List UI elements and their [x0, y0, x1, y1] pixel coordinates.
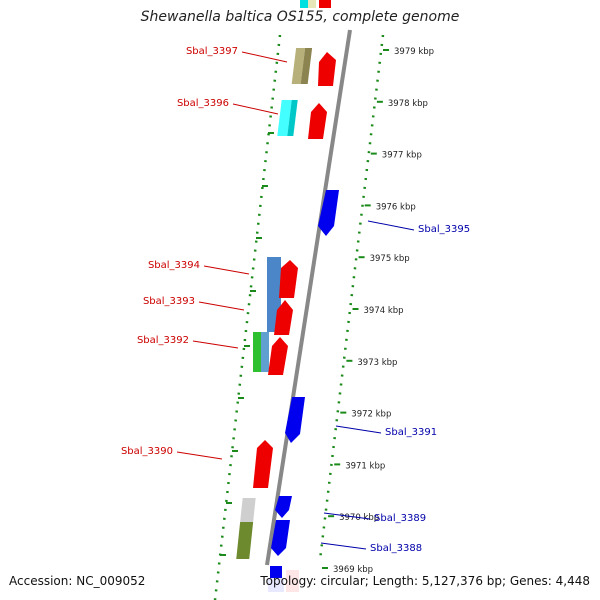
- gene-label-leader: [241, 51, 288, 63]
- gene-arrow-reverse: [318, 190, 339, 236]
- gene-label: Sbal_3396: [177, 98, 229, 109]
- accession-label: Accession: NC_009052: [9, 574, 146, 588]
- gene-arrow-reverse: [271, 520, 290, 556]
- gene-arrow-forward: [268, 337, 288, 375]
- gene-feature: [287, 100, 298, 136]
- gene-label: Sbal_3393: [143, 296, 195, 307]
- ruler-tick-label: 3976 kbp: [376, 202, 416, 212]
- genome-backbone: [265, 29, 352, 566]
- gene-arrow-reverse: [285, 397, 305, 443]
- gene-arrow-forward: [318, 52, 336, 86]
- gene-label-leader: [203, 265, 250, 275]
- gene-feature: [261, 332, 269, 372]
- gene-arrow-forward: [308, 103, 327, 139]
- genome-title: Shewanella baltica OS155, complete genom…: [140, 9, 460, 25]
- gene-label-leader: [367, 220, 415, 231]
- gene-feature: [268, 578, 284, 592]
- gene-label: Sbal_3397: [186, 46, 238, 57]
- ruler-tick-label: 3972 kbp: [351, 410, 391, 420]
- gene-feature: [300, 48, 313, 84]
- gene-label-leader: [176, 451, 223, 460]
- gene-feature: [319, 0, 331, 8]
- gene-feature: [270, 566, 282, 578]
- gene-arrow-forward: [279, 260, 298, 298]
- ruler-tick-label: 3979 kbp: [394, 47, 434, 57]
- ruler-tick-label: 3969 kbp: [333, 565, 373, 575]
- ruler-tick-label: 3977 kbp: [382, 151, 422, 161]
- gene-feature: [253, 332, 262, 372]
- gene-feature: [291, 48, 306, 84]
- gene-feature: [240, 498, 256, 522]
- gene-feature: [308, 0, 316, 8]
- gene-feature: [286, 570, 299, 592]
- ruler-tick-label: 3973 kbp: [357, 358, 397, 368]
- genome-summary: Topology: circular; Length: 5,127,376 bp…: [260, 574, 590, 588]
- gene-label-leader: [198, 301, 245, 311]
- gene-label: Sbal_3392: [137, 335, 189, 346]
- gene-arrow-forward: [274, 300, 293, 335]
- ruler-tick-label: 3971 kbp: [345, 461, 385, 471]
- gene-label: Sbal_3390: [121, 446, 173, 457]
- gene-feature: [236, 522, 254, 559]
- ruler-tick-label: 3970 kbp: [339, 513, 379, 523]
- ruler-tick-label: 3974 kbp: [364, 306, 404, 316]
- gene-label: Sbal_3391: [385, 427, 437, 438]
- gene-arrow-reverse: [275, 496, 292, 518]
- ruler-tick-label: 3975 kbp: [370, 254, 410, 264]
- gene-arrow-forward: [253, 440, 273, 488]
- gene-feature: [277, 100, 292, 136]
- gene-feature: [300, 0, 308, 8]
- gene-labels: Sbal_3397 Sbal_3396 Sbal_3395 Sbal_3394 Sbal…: [121, 46, 470, 554]
- gene-label-leader: [320, 542, 367, 550]
- gene-label-leader: [335, 425, 382, 434]
- gene-label: Sbal_3395: [418, 224, 470, 235]
- gene-label: Sbal_3388: [370, 543, 422, 554]
- ruler-ticks: 3979 kbp 3978 kbp 3977 kbp 3976 kbp 3975 kbp…: [322, 47, 434, 575]
- ruler-tick-label: 3978 kbp: [388, 99, 428, 109]
- gene-label: Sbal_3389: [374, 513, 426, 524]
- outer-ruler-line: [318, 34, 385, 561]
- gene-label-leader: [232, 103, 279, 115]
- inner-ruler-dashes: [220, 132, 274, 556]
- gene-label-leader: [192, 340, 239, 349]
- gene-label-leader: [323, 512, 371, 520]
- gene-label: Sbal_3394: [148, 260, 200, 271]
- gene-features: [236, 0, 339, 592]
